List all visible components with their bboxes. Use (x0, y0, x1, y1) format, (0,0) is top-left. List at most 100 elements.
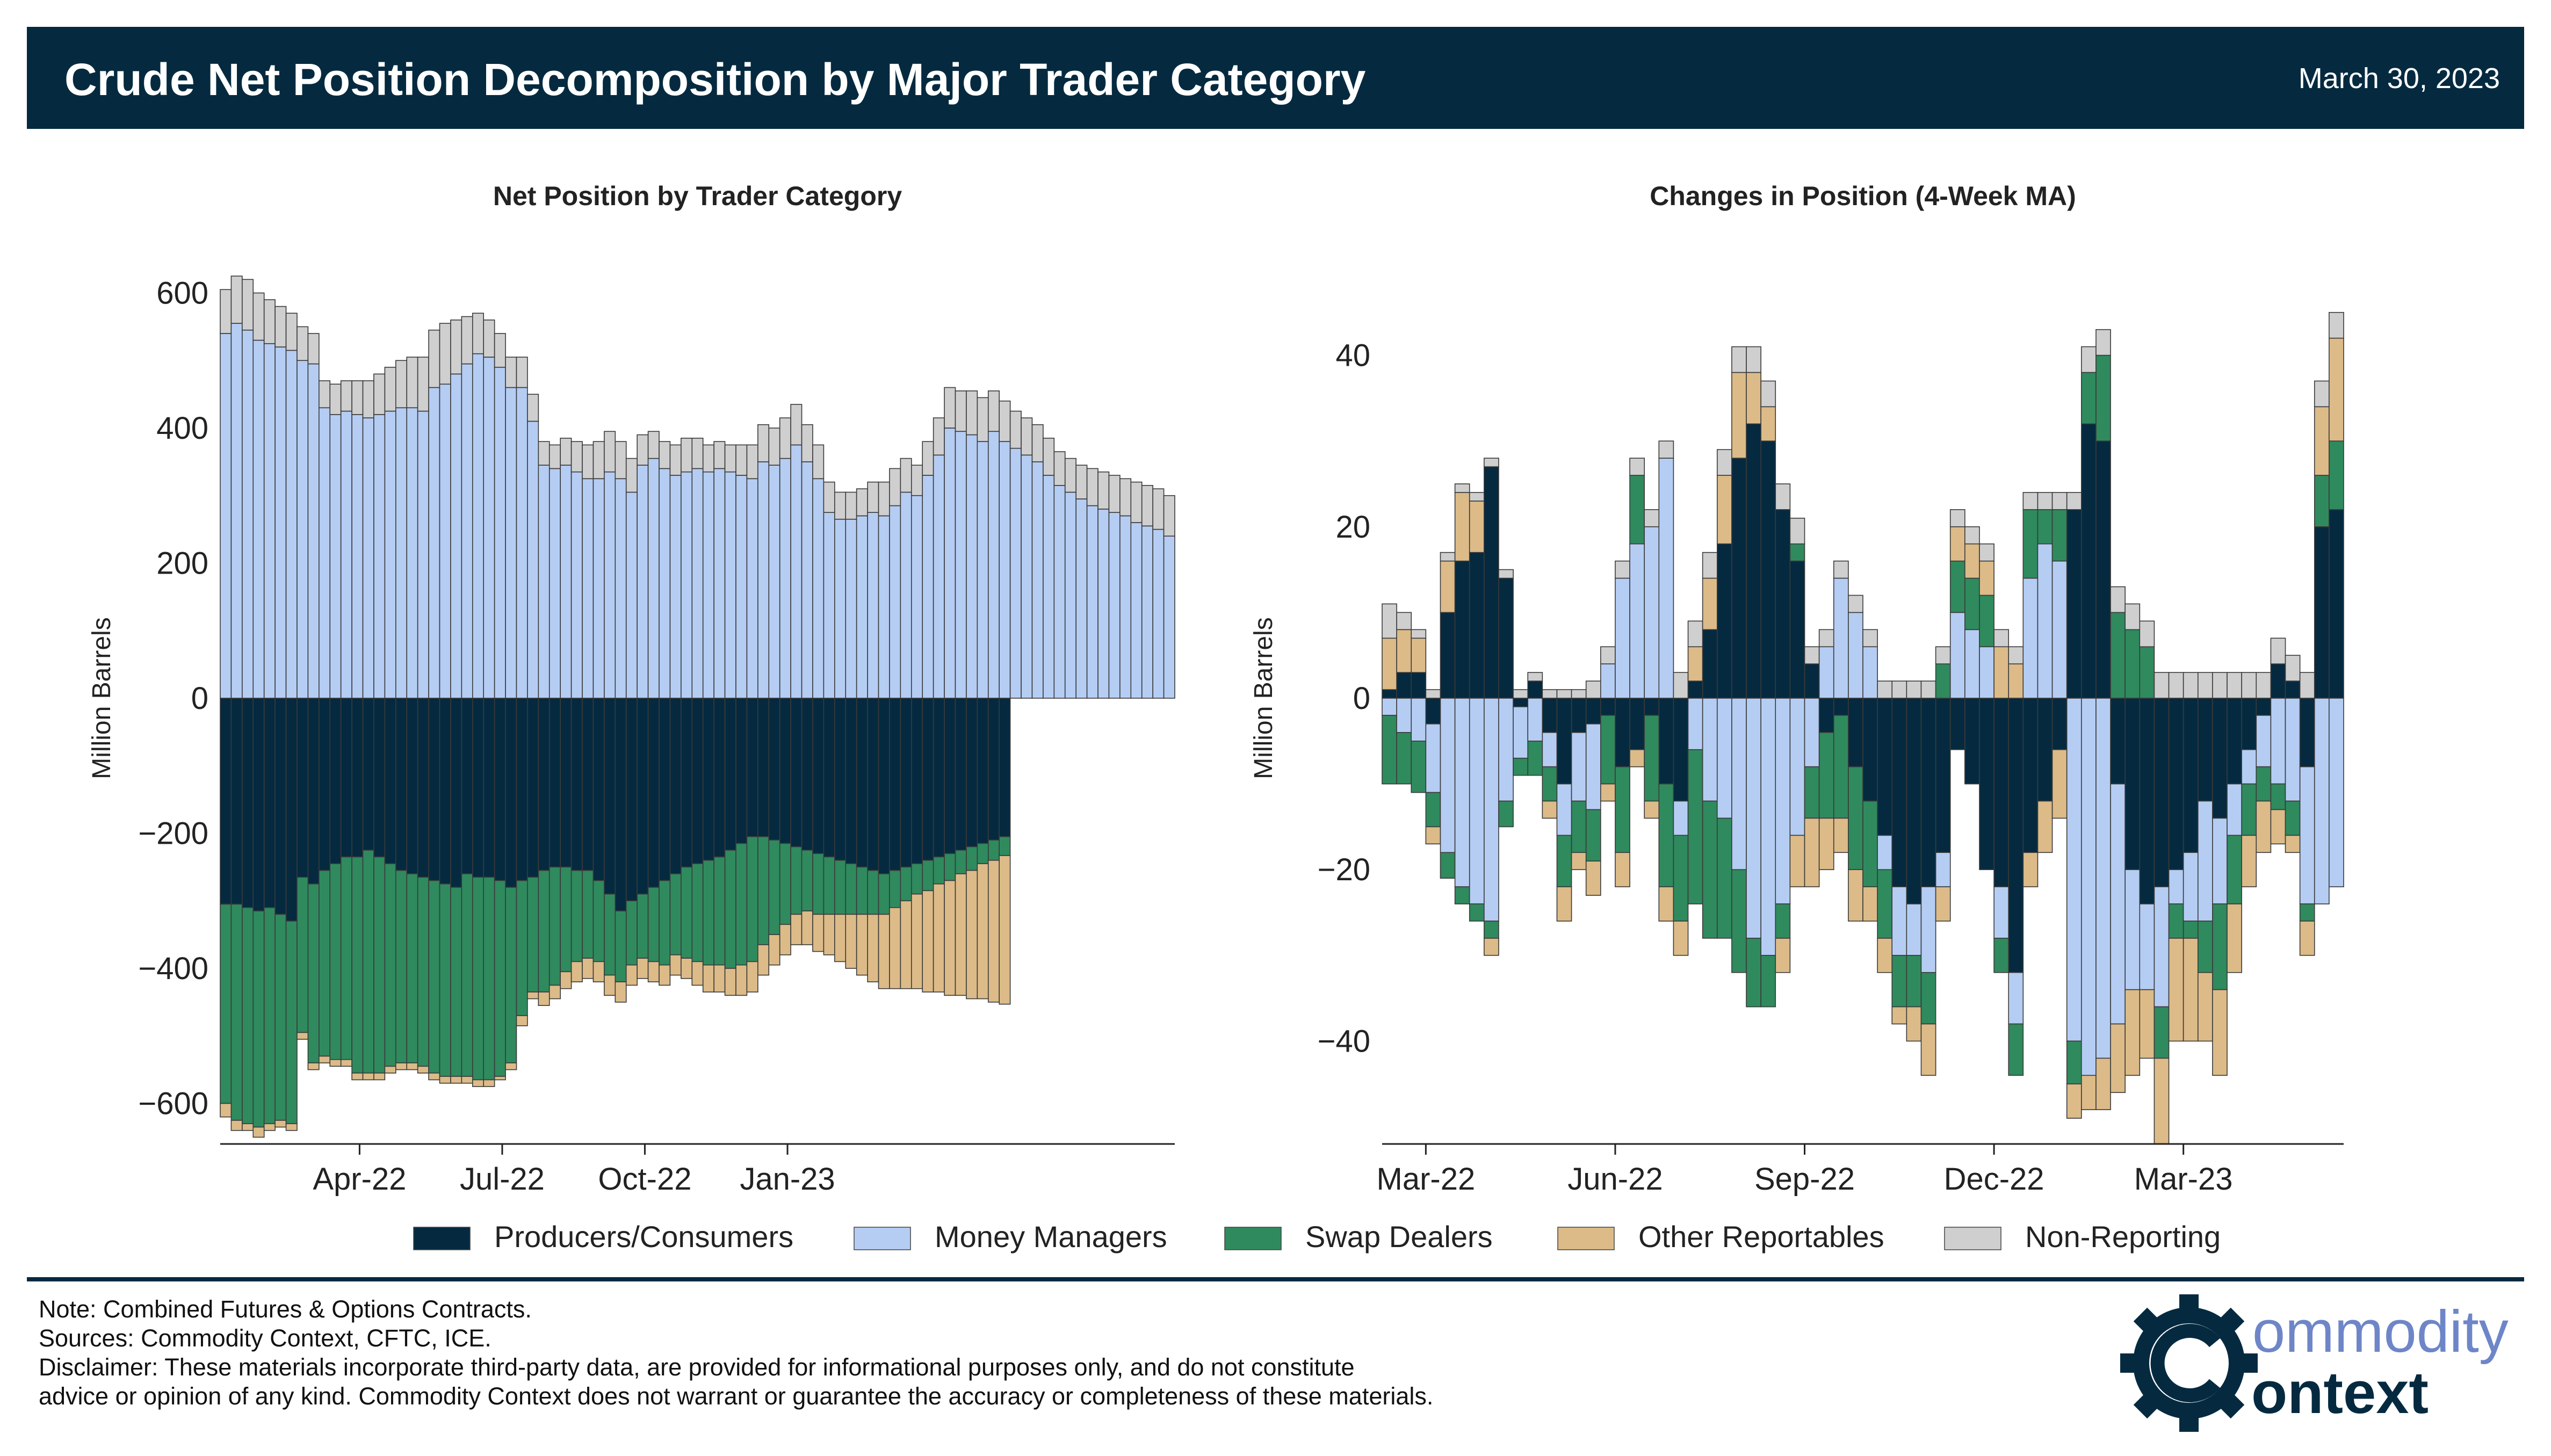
bar-money-managers-59 (867, 512, 879, 699)
bar-producers-consumers-4 (1440, 612, 1456, 699)
bar-money-managers-82 (1119, 515, 1132, 699)
bar-non-reporting-29 (538, 441, 550, 466)
bar-non-reporting-33 (1862, 629, 1878, 648)
bar-producers-consumers-42 (681, 698, 693, 868)
x-tick-label: Dec-22 (1944, 1162, 2044, 1197)
bar-other-reportables-33 (582, 958, 594, 979)
bar-money-managers-29 (538, 465, 550, 699)
bar-money-managers-22 (461, 363, 473, 699)
bar-swap-dealers-62 (900, 866, 912, 902)
bar-other-reportables-29 (1804, 817, 1820, 887)
bar-swap-dealers-0 (1382, 715, 1397, 785)
bar-producers-consumers-28 (1789, 560, 1805, 699)
bar-non-reporting-59 (867, 481, 879, 513)
bar-money-managers-41 (1979, 646, 1994, 699)
bar-other-reportables-21 (1687, 646, 1703, 682)
bar-other-reportables-35 (604, 974, 616, 996)
bar-money-managers-51 (779, 458, 791, 699)
bar-non-reporting-4 (1440, 552, 1456, 562)
bar-swap-dealers-12 (1556, 835, 1572, 887)
bar-non-reporting-7 (1484, 458, 1499, 467)
bar-money-managers-2 (242, 329, 254, 699)
bar-producers-consumers-4 (263, 698, 276, 908)
bar-non-reporting-12 (351, 380, 364, 415)
bar-non-reporting-54 (2168, 672, 2184, 699)
bar-swap-dealers-58 (2227, 835, 2242, 904)
bar-money-managers-37 (625, 491, 638, 699)
bar-other-reportables-44 (702, 964, 714, 993)
bar-producers-consumers-10 (1527, 680, 1543, 699)
bar-other-reportables-34 (1877, 938, 1893, 973)
bar-producers-consumers-47 (2066, 509, 2082, 699)
bar-non-reporting-35 (604, 431, 616, 473)
bar-money-managers-43 (691, 468, 704, 699)
bar-money-managers-21 (1687, 698, 1703, 750)
bar-non-reporting-51 (2124, 603, 2141, 631)
bar-swap-dealers-38 (637, 893, 649, 959)
bar-non-reporting-10 (1527, 672, 1543, 682)
bar-producers-consumers-66 (944, 698, 956, 854)
bar-swap-dealers-27 (516, 880, 528, 1016)
bar-swap-dealers-9 (1513, 757, 1529, 776)
bar-swap-dealers-49 (2095, 354, 2111, 441)
bar-non-reporting-39 (1949, 509, 1965, 527)
bar-non-reporting-3 (1425, 689, 1441, 699)
bar-swap-dealers-17 (406, 873, 418, 1063)
bar-swap-dealers-50 (2110, 612, 2126, 699)
bar-swap-dealers-60 (878, 873, 890, 915)
bar-other-reportables-43 (2008, 663, 2024, 699)
bar-swap-dealers-56 (834, 860, 847, 915)
bar-other-reportables-6 (1469, 501, 1485, 553)
bar-producers-consumers-63 (910, 698, 923, 864)
bar-producers-consumers-49 (757, 698, 770, 837)
bar-money-managers-3 (252, 339, 265, 699)
bar-producers-consumers-39 (1949, 698, 1965, 750)
bar-other-reportables-14 (373, 1073, 386, 1081)
bar-non-reporting-3 (252, 292, 265, 341)
bar-money-managers-36 (615, 478, 627, 699)
bar-producers-consumers-62 (900, 698, 912, 868)
bar-money-managers-45 (2037, 543, 2053, 699)
bar-money-managers-85 (1152, 528, 1165, 699)
bar-producers-consumers-16 (1615, 698, 1630, 767)
legend-swatch (1557, 1227, 1615, 1250)
bar-swap-dealers-53 (801, 850, 813, 911)
bar-swap-dealers-59 (2241, 783, 2257, 836)
bar-non-reporting-29 (1804, 646, 1820, 664)
bar-money-managers-4 (1440, 698, 1456, 853)
bar-swap-dealers-60 (2256, 766, 2272, 802)
bar-other-reportables-32 (570, 961, 583, 982)
bar-non-reporting-28 (1789, 518, 1805, 545)
bar-non-reporting-4 (263, 299, 276, 344)
bar-swap-dealers-7 (1484, 921, 1499, 939)
bar-other-reportables-59 (867, 914, 879, 982)
bar-non-reporting-26 (505, 357, 517, 388)
bar-swap-dealers-32 (1848, 766, 1863, 871)
bar-money-managers-19 (1658, 458, 1674, 699)
bar-non-reporting-85 (1152, 488, 1165, 530)
bar-money-managers-61 (2270, 698, 2286, 785)
bar-swap-dealers-65 (2329, 440, 2344, 510)
bar-swap-dealers-58 (856, 866, 868, 915)
bar-money-managers-34 (1877, 835, 1893, 871)
bar-producers-consumers-1 (230, 698, 243, 905)
bar-other-reportables-7 (297, 1032, 309, 1040)
bar-producers-consumers-33 (1862, 698, 1878, 802)
legend-item-producers-consumers: Producers/Consumers (413, 1220, 793, 1254)
bar-money-managers-39 (647, 458, 660, 699)
bar-other-reportables-7 (1484, 938, 1499, 956)
bar-other-reportables-11 (1542, 800, 1558, 819)
bar-other-reportables-31 (1833, 817, 1849, 853)
bar-non-reporting-43 (691, 438, 704, 469)
bar-producers-consumers-18 (1644, 698, 1660, 716)
bar-producers-consumers-54 (812, 698, 825, 854)
bar-swap-dealers-7 (297, 877, 309, 1033)
bar-money-managers-51 (2124, 869, 2141, 990)
x-tick-label: Jan-23 (740, 1162, 835, 1197)
bar-producers-consumers-51 (2124, 698, 2141, 871)
bar-swap-dealers-2 (242, 907, 254, 1125)
bar-swap-dealers-64 (2314, 475, 2330, 527)
bar-producers-consumers-28 (527, 698, 539, 878)
bar-swap-dealers-43 (691, 863, 704, 962)
bar-swap-dealers-36 (1906, 955, 1922, 1008)
